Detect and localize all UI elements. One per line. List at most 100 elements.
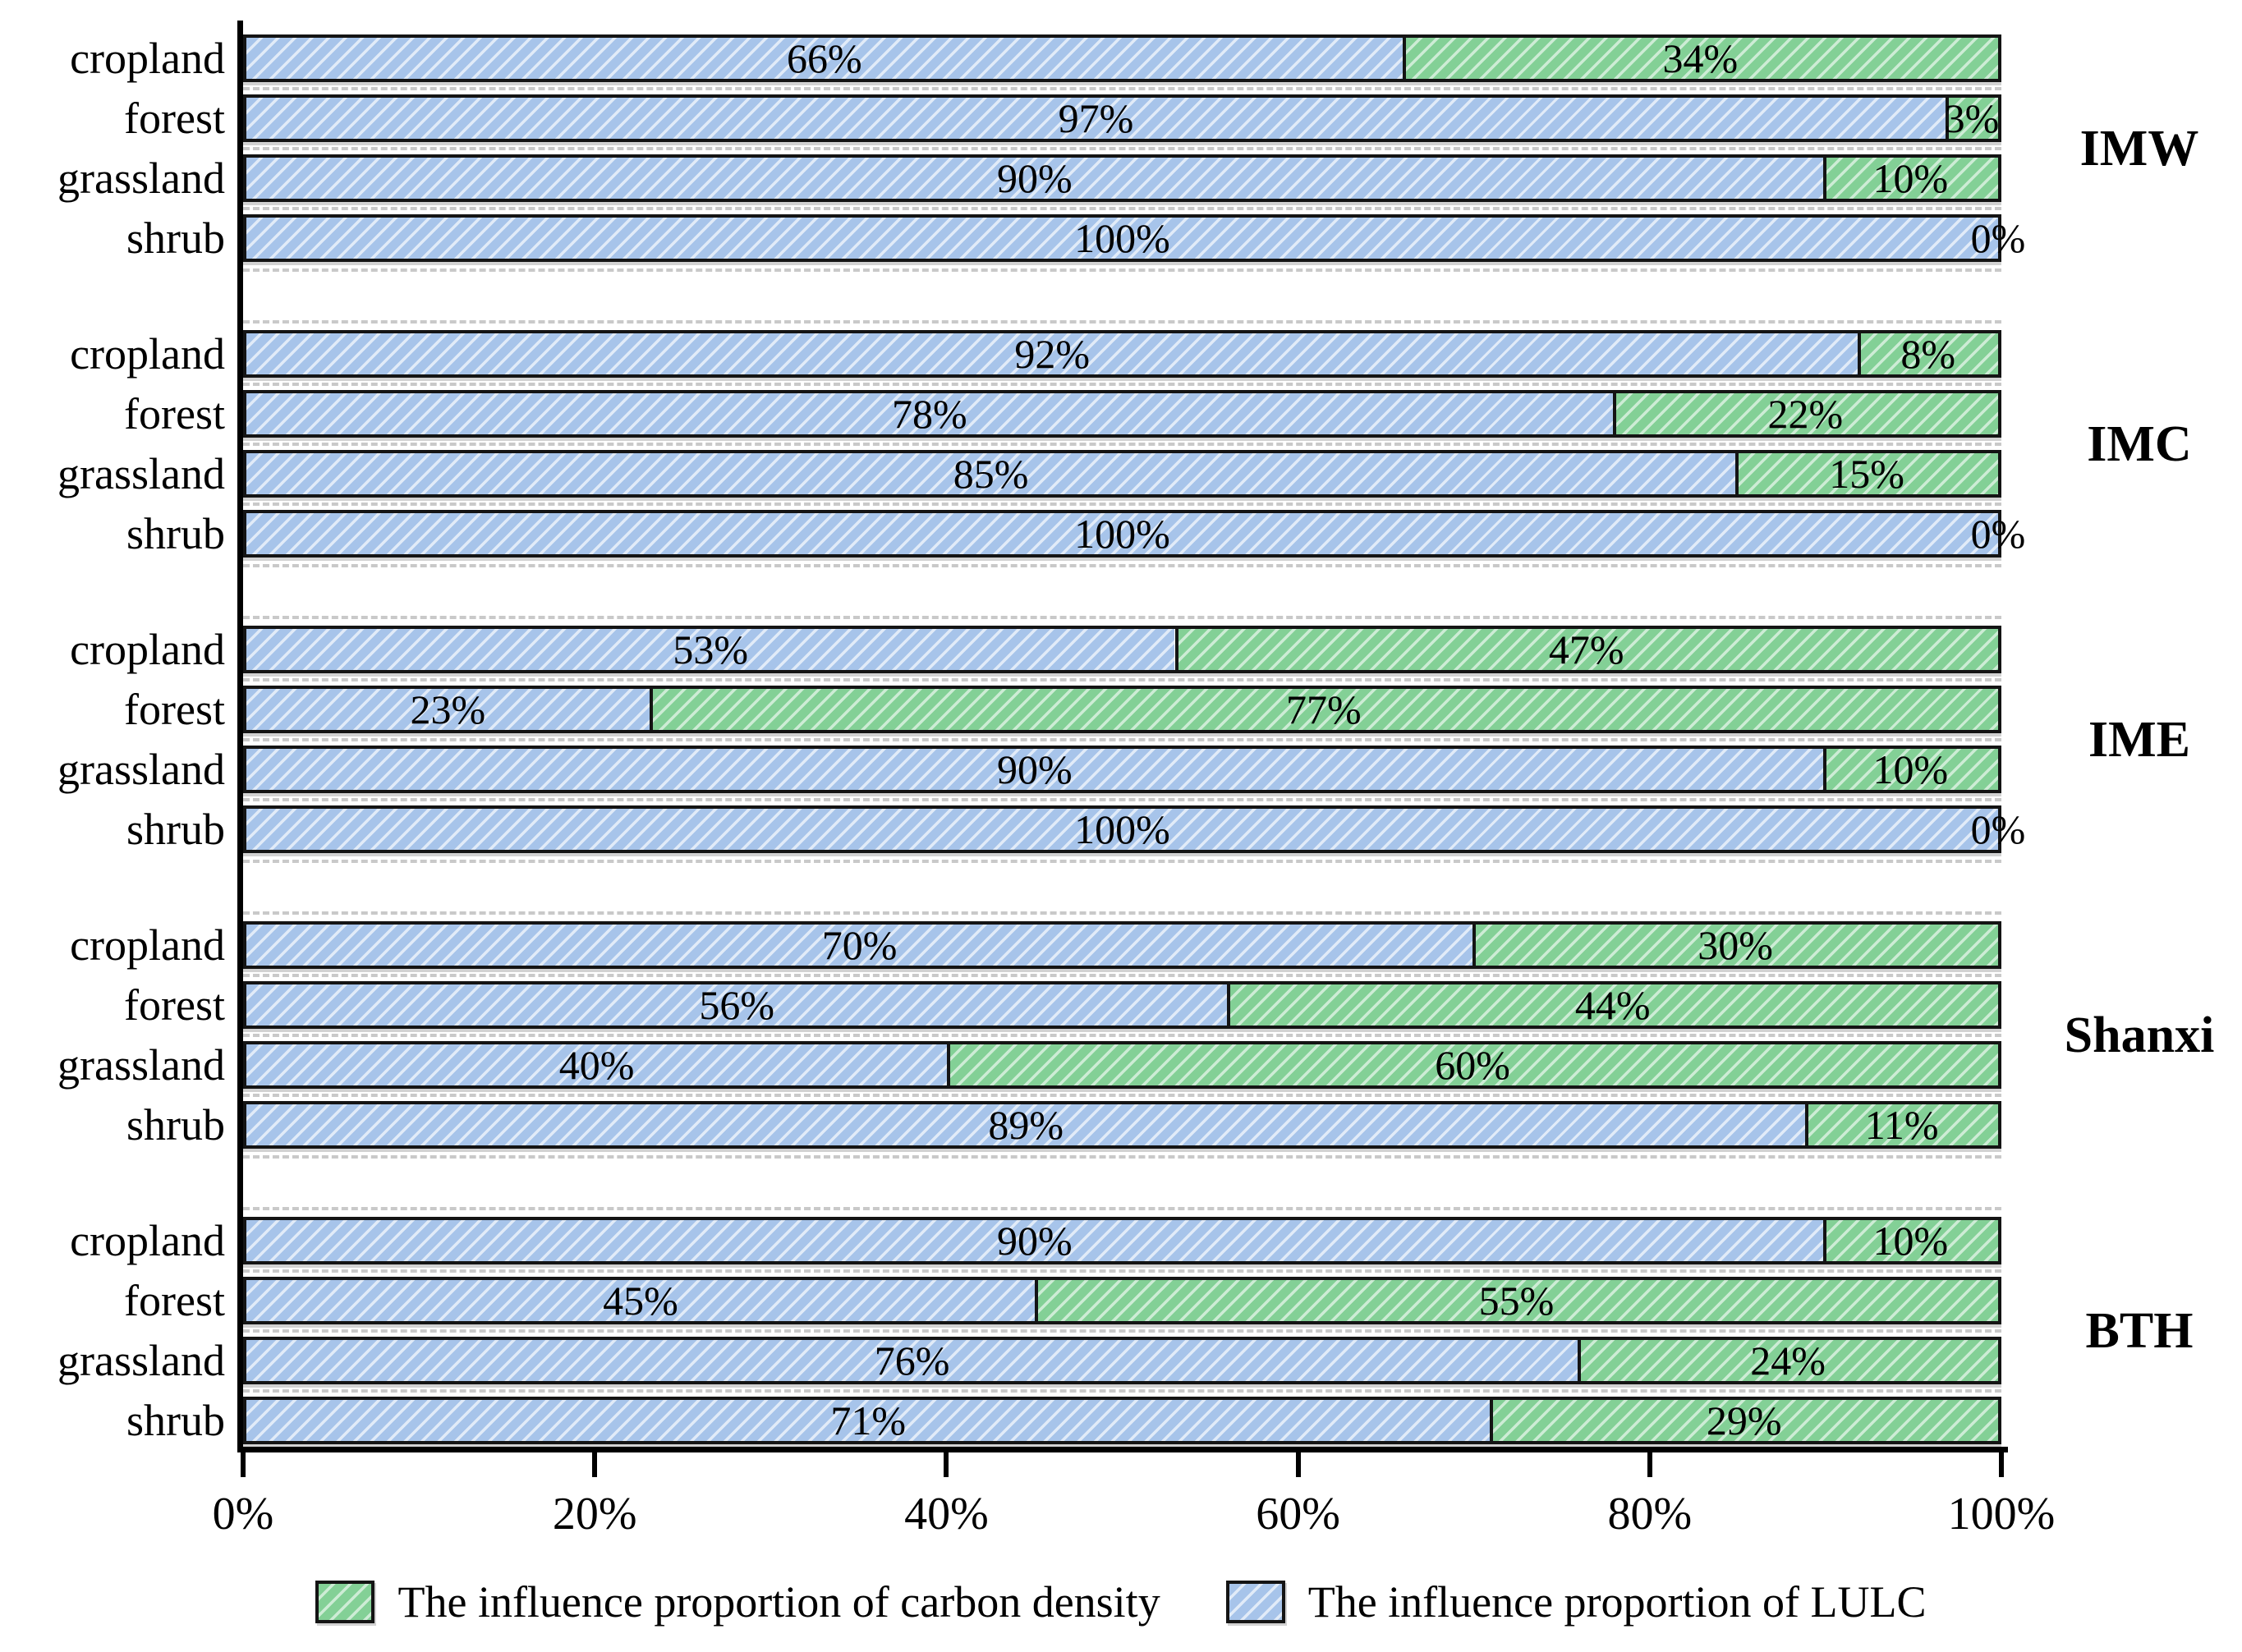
bar-segment-carbon-density: [1034, 1280, 1998, 1321]
category-label: shrub: [126, 805, 225, 854]
bar-segment-carbon-density: [1174, 629, 1998, 670]
group-label: BTH: [2085, 1302, 2194, 1359]
x-axis: [237, 1447, 2008, 1452]
percent-label-lulc: 71%: [830, 1397, 907, 1443]
category-label: grassland: [57, 745, 225, 794]
group-label: IMW: [2079, 120, 2199, 177]
percent-label-lulc: 90%: [997, 155, 1073, 201]
percent-label-lulc: 100%: [1074, 806, 1170, 852]
category-label: forest: [124, 685, 225, 734]
group-label: IMC: [2087, 415, 2192, 472]
legend-swatch-carbon-density-icon: [315, 1581, 375, 1623]
x-axis-tick: [1647, 1452, 1652, 1477]
x-axis-tick-label: 0%: [212, 1489, 274, 1540]
gridline: [243, 443, 2001, 446]
percent-label-lulc: 66%: [787, 35, 862, 81]
bar-row: 23% 77%: [243, 686, 2001, 733]
percent-label-carbon-density: 47%: [1548, 626, 1624, 672]
group-label: IME: [2088, 711, 2190, 768]
category-label: forest: [124, 94, 225, 143]
percent-label-carbon-density: 24%: [1750, 1338, 1826, 1384]
bar-segment-carbon-density: [1472, 925, 1998, 966]
category-label: grassland: [57, 1336, 225, 1385]
bar-segment-carbon-density: [1822, 1220, 1998, 1261]
bar-segment-lulc: [246, 809, 1998, 850]
legend-item-lulc: The influence proportion of LULC: [1225, 1577, 1927, 1627]
bar-row: 56% 44%: [243, 981, 2001, 1029]
percent-label-lulc: 40%: [558, 1042, 635, 1088]
percent-label-carbon-density: 8%: [1900, 331, 1955, 377]
gridline: [243, 738, 2001, 741]
percent-label-lulc: 45%: [603, 1278, 678, 1324]
bar-row: 76% 24%: [243, 1337, 2001, 1384]
percent-label-lulc: 78%: [892, 391, 967, 437]
percent-label-carbon-density: 34%: [1662, 35, 1739, 81]
percent-label-lulc: 76%: [874, 1338, 950, 1384]
bar-row: 97% 3%: [243, 94, 2001, 142]
bar-segment-carbon-density: [1578, 1340, 1998, 1381]
category-label: shrub: [126, 1396, 225, 1445]
percent-label-carbon-density: 10%: [1872, 155, 1949, 201]
category-label: shrub: [126, 213, 225, 263]
bar-segment-carbon-density: [1805, 1104, 1998, 1145]
bar-segment-carbon-density: [1858, 333, 1998, 374]
percent-label-carbon-density: 11%: [1864, 1102, 1939, 1148]
bar-segment-carbon-density: [1946, 98, 1998, 139]
x-axis-tick-label: 80%: [1607, 1489, 1693, 1540]
gridline: [243, 1155, 2001, 1159]
bar-segment-lulc: [246, 1044, 948, 1085]
bar-segment-carbon-density: [1227, 984, 1998, 1026]
percent-label-carbon-density: 3%: [1944, 95, 2000, 141]
percent-label-carbon-density: 22%: [1767, 391, 1844, 437]
percent-label-lulc: 70%: [821, 922, 898, 968]
x-axis-tick-label: 40%: [904, 1489, 989, 1540]
percent-label-carbon-density: 10%: [1872, 746, 1949, 792]
legend: The influence proportion of carbon densi…: [0, 1565, 2242, 1639]
percent-label-lulc: 100%: [1074, 511, 1170, 557]
legend-label-lulc: The influence proportion of LULC: [1307, 1577, 1927, 1627]
x-axis-tick: [592, 1452, 598, 1477]
bar-segment-lulc: [246, 393, 1613, 434]
x-axis-tick-label: 100%: [1947, 1489, 2056, 1540]
bar-segment-carbon-density: [1490, 1400, 1998, 1441]
percent-label-carbon-density: 0%: [1970, 806, 2026, 852]
bar-row: 90% 10%: [243, 1217, 2001, 1264]
bar-row: 40% 60%: [243, 1041, 2001, 1089]
percent-label-carbon-density: 60%: [1435, 1042, 1510, 1088]
bar-segment-carbon-density: [1735, 453, 1998, 494]
bar-segment-lulc: [246, 1280, 1035, 1321]
category-label: cropland: [70, 920, 225, 970]
x-axis-tick: [241, 1452, 246, 1477]
bar-segment-lulc: [246, 749, 1823, 790]
category-label: forest: [124, 1276, 225, 1325]
percent-label-carbon-density: 55%: [1478, 1278, 1555, 1324]
bar-row: 45% 55%: [243, 1277, 2001, 1324]
legend-label-carbon-density: The influence proportion of carbon densi…: [397, 1577, 1160, 1627]
gridline: [243, 87, 2001, 90]
bar-segment-lulc: [246, 38, 1403, 79]
gridline: [243, 1094, 2001, 1097]
gridline: [243, 911, 2001, 915]
bar-segment-lulc: [246, 1104, 1806, 1145]
x-axis-tick-label: 20%: [552, 1489, 637, 1540]
bar-row: 78% 22%: [243, 390, 2001, 438]
category-label: cropland: [70, 34, 225, 83]
bar-segment-lulc: [246, 453, 1736, 494]
percent-label-carbon-density: 77%: [1285, 686, 1362, 732]
percent-label-carbon-density: 10%: [1872, 1218, 1949, 1264]
category-label: cropland: [70, 1216, 225, 1265]
percent-label-lulc: 90%: [997, 746, 1073, 792]
bar-segment-lulc: [246, 1400, 1491, 1441]
y-axis: [237, 21, 243, 1452]
percent-label-lulc: 97%: [1058, 95, 1134, 141]
bar-segment-lulc: [246, 925, 1473, 966]
bar-segment-lulc: [246, 689, 650, 730]
category-label: cropland: [70, 625, 225, 674]
category-label: grassland: [57, 1040, 225, 1090]
percent-label-carbon-density: 15%: [1829, 451, 1904, 497]
percent-label-lulc: 53%: [673, 626, 749, 672]
gridline: [243, 678, 2001, 681]
bar-segment-lulc: [246, 629, 1175, 670]
